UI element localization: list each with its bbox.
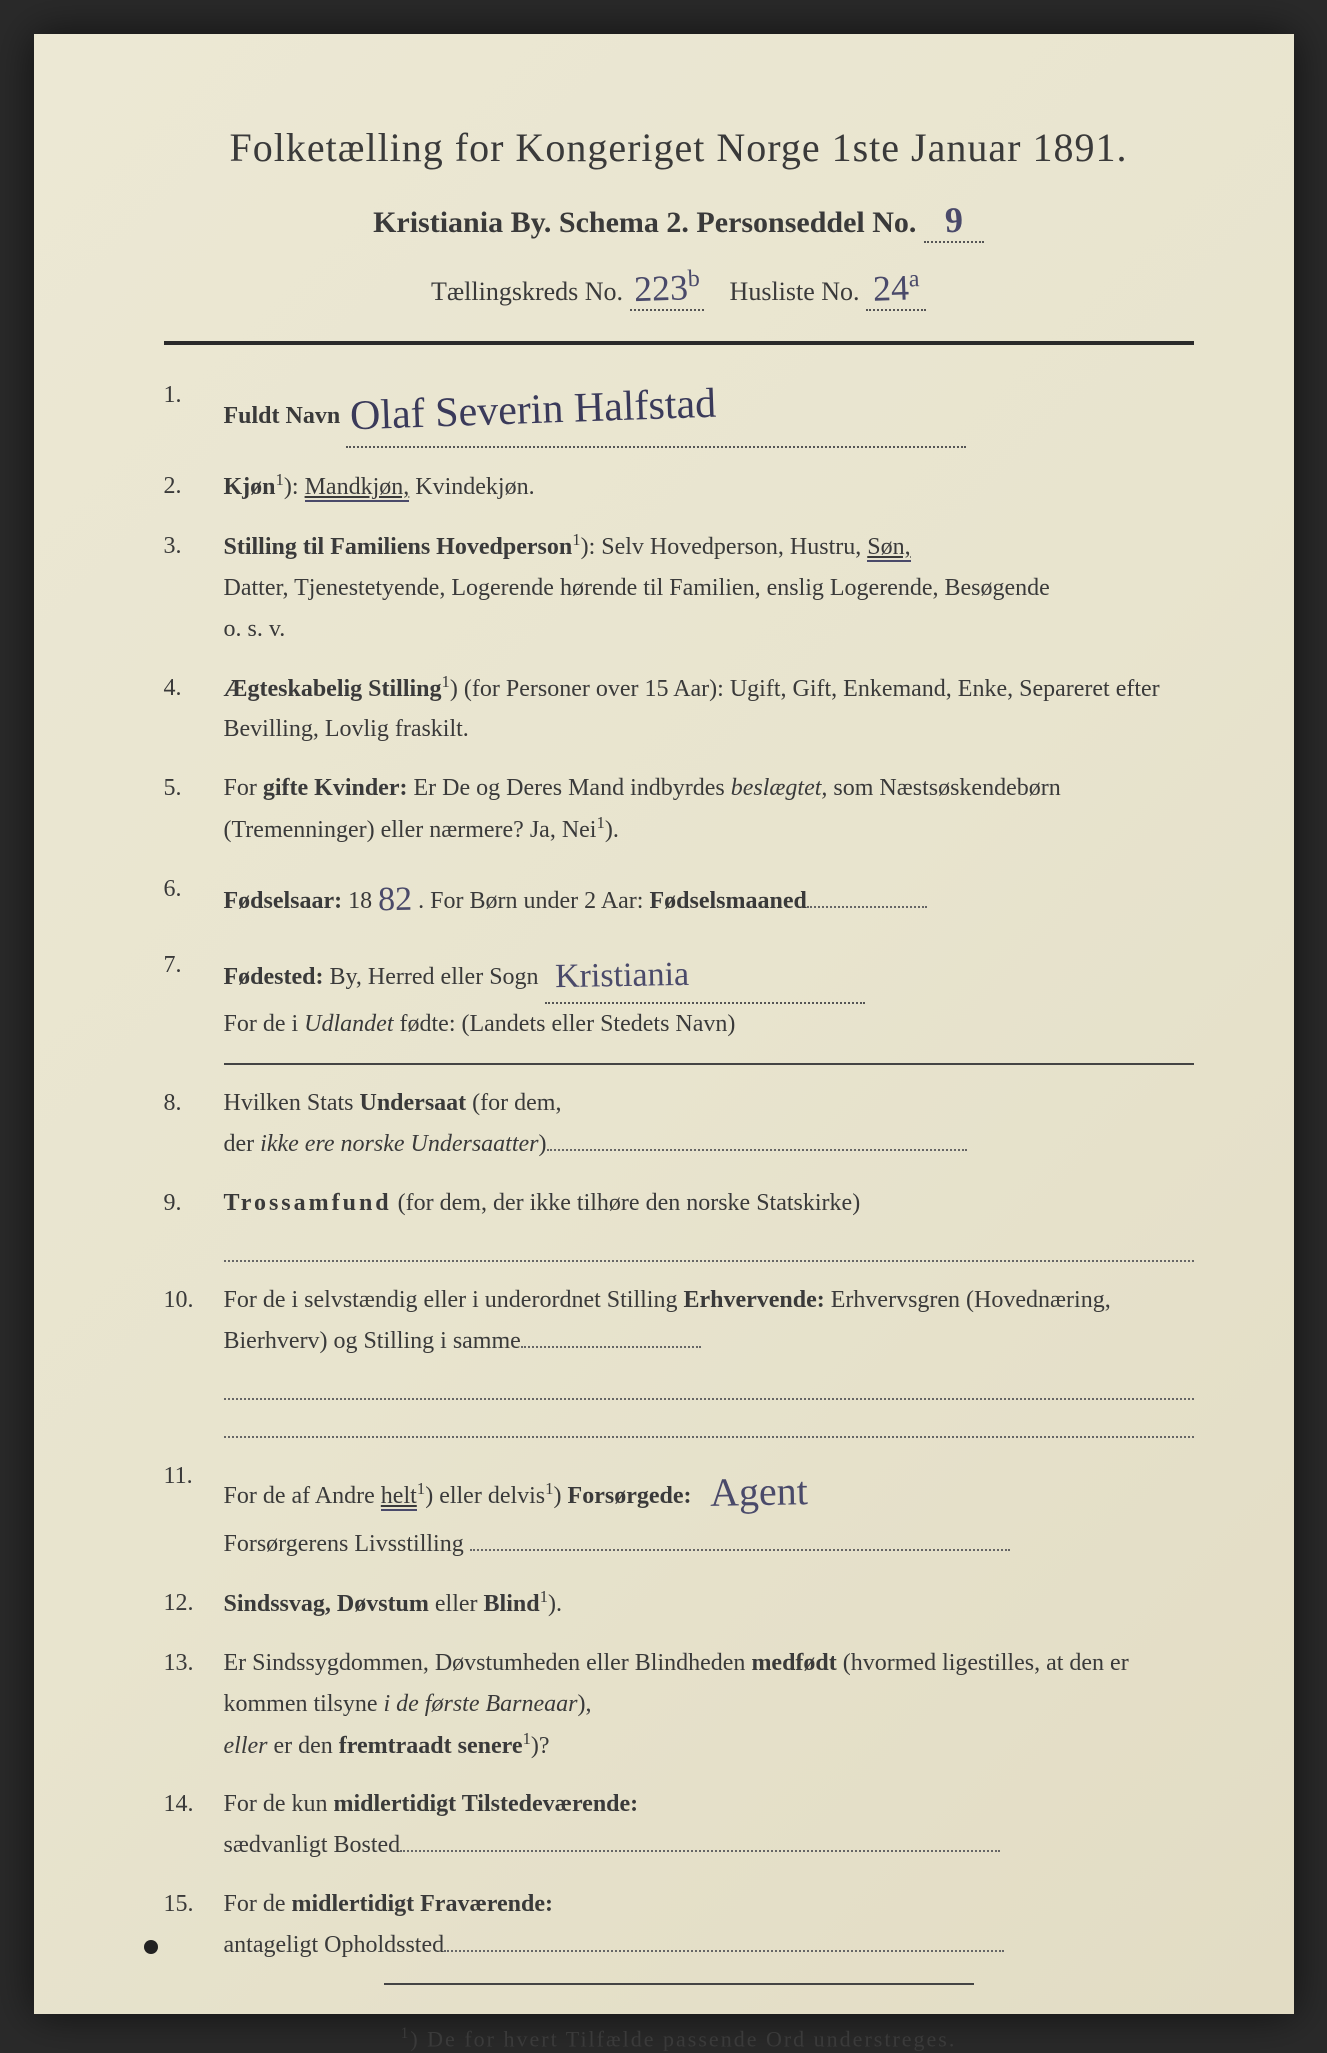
field-label: Kjøn — [224, 474, 276, 500]
entry-14: 14. For de kun midlertidigt Tilstedevære… — [164, 1784, 1194, 1866]
entry-num: 15. — [164, 1884, 224, 1966]
personseddel-no-field: 9 — [924, 199, 984, 243]
entry-13: 13. Er Sindssygdommen, Døvstumheden elle… — [164, 1643, 1194, 1766]
field-label: Undersaat — [360, 1090, 467, 1116]
entry-3: 3. Stilling til Familiens Hovedperson1):… — [164, 526, 1194, 649]
field-label: midlertidigt Tilstedeværende: — [334, 1791, 639, 1817]
entry-num: 14. — [164, 1784, 224, 1866]
entry-1: 1. Fuldt Navn Olaf Severin Halfstad — [164, 375, 1194, 448]
field-label: Fuldt Navn — [224, 403, 341, 429]
occupation-field-1 — [224, 1362, 1194, 1400]
entry-15: 15. For de midlertidigt Fraværende: anta… — [164, 1884, 1194, 1966]
entry-body: Fødested: By, Herred eller Sogn Kristian… — [224, 945, 1194, 1046]
entry-num: 8. — [164, 1083, 224, 1165]
entry-12: 12. Sindssvag, Døvstum eller Blind1). — [164, 1583, 1194, 1625]
sex-selected: Mandkjøn, — [305, 474, 410, 502]
husliste-label: Husliste No. — [730, 277, 860, 306]
birthplace-hw: Kristiania — [548, 945, 695, 1005]
header-rule — [164, 341, 1194, 345]
entry-num: 2. — [164, 466, 224, 508]
name-field: Olaf Severin Halfstad — [346, 375, 966, 448]
entry-num: 9. — [164, 1183, 224, 1262]
ink-blot-icon — [144, 1940, 158, 1954]
entry-body: For de kun midlertidigt Tilstedeværende:… — [224, 1784, 1194, 1866]
entry-num: 12. — [164, 1583, 224, 1625]
footnote-rule — [384, 1983, 974, 1985]
entry-9: 9. Trossamfund (for dem, der ikke tilhør… — [164, 1183, 1194, 1262]
title-sub: Kristiania By. Schema 2. Personseddel No… — [164, 199, 1194, 243]
field-label: Fødested: — [224, 964, 324, 990]
field-label: midlertidigt Fraværende: — [292, 1891, 554, 1917]
personseddel-label: Personseddel No. — [696, 206, 916, 239]
field-label: Forsørgede: — [568, 1483, 692, 1509]
entry-num: 13. — [164, 1643, 224, 1766]
entry-7: 7. Fødested: By, Herred eller Sogn Krist… — [164, 945, 1194, 1046]
entry-body: Er Sindssygdommen, Døvstumheden eller Bl… — [224, 1643, 1194, 1766]
title-line3: Tællingskreds No. 223b Husliste No. 24a — [164, 267, 1194, 311]
husliste-no-hw: 24a — [872, 266, 920, 310]
sex-other: Kvindekjøn. — [409, 474, 534, 500]
entry-num: 11. — [164, 1456, 224, 1565]
relation-selected: Søn, — [867, 534, 910, 562]
entry-10: 10. For de i selvstændig eller i underor… — [164, 1280, 1194, 1438]
entry-5: 5. For gifte Kvinder: Er De og Deres Man… — [164, 768, 1194, 851]
entry-num: 6. — [164, 869, 224, 927]
entry-body: Sindssvag, Døvstum eller Blind1). — [224, 1583, 1194, 1625]
census-form-page: Folketælling for Kongeriget Norge 1ste J… — [34, 34, 1294, 2014]
entry-num: 10. — [164, 1280, 224, 1438]
husliste-no-field: 24a — [866, 267, 926, 311]
field-label: Trossamfund — [224, 1190, 392, 1216]
entry-11: 11. For de af Andre helt1) eller delvis1… — [164, 1456, 1194, 1565]
religion-field — [224, 1224, 1194, 1262]
entry-8: 8. Hvilken Stats Undersaat (for dem, der… — [164, 1083, 1194, 1165]
entry-body: For de af Andre helt1) eller delvis1) Fo… — [224, 1456, 1194, 1565]
entry-2: 2. Kjøn1): Mandkjøn, Kvindekjøn. — [164, 466, 1194, 508]
form-header: Folketælling for Kongeriget Norge 1ste J… — [164, 124, 1194, 311]
usual-residence-field — [400, 1828, 1000, 1852]
provider-field — [470, 1527, 1010, 1551]
title-main: Folketælling for Kongeriget Norge 1ste J… — [164, 124, 1194, 171]
entry-num: 3. — [164, 526, 224, 649]
entry-num: 7. — [164, 945, 224, 1046]
provider-hw: Agent — [703, 1457, 814, 1527]
birthplace-field: Kristiania — [545, 945, 865, 1005]
entry-body: Kjøn1): Mandkjøn, Kvindekjøn. — [224, 466, 1194, 508]
citizenship-field — [547, 1127, 967, 1151]
personseddel-no-hw: 9 — [944, 199, 963, 242]
birthyear-hw: 82 — [372, 870, 419, 929]
birthmonth-field — [807, 884, 927, 908]
field-label: Fødselsaar: — [224, 888, 343, 914]
entry-num: 4. — [164, 668, 224, 751]
field-label: Stilling til Familiens Hovedperson — [224, 534, 573, 560]
whereabouts-field — [444, 1928, 1004, 1952]
entry-6: 6. Fødselsaar: 1882. For Børn under 2 Aa… — [164, 869, 1194, 927]
title-sub-prefix: Kristiania By. Schema 2. — [373, 206, 696, 239]
field-label: Ægteskabelig Stilling — [224, 676, 442, 702]
entry-body: Hvilken Stats Undersaat (for dem, der ik… — [224, 1083, 1194, 1165]
entry-body: Ægteskabelig Stilling1) (for Personer ov… — [224, 668, 1194, 751]
entry-body: Fuldt Navn Olaf Severin Halfstad — [224, 375, 1194, 448]
entry-num: 5. — [164, 768, 224, 851]
kreds-no-hw: 223b — [633, 266, 700, 310]
field-label: Erhvervende: — [683, 1287, 824, 1313]
entry-num: 1. — [164, 375, 224, 448]
entry-body: Fødselsaar: 1882. For Børn under 2 Aar: … — [224, 869, 1194, 927]
kreds-no-field: 223b — [630, 267, 704, 311]
occupation-field-2 — [224, 1400, 1194, 1438]
entry-body: For de midlertidigt Fraværende: antageli… — [224, 1884, 1194, 1966]
field-label: gifte Kvinder: — [263, 775, 408, 801]
entry-4: 4. Ægteskabelig Stilling1) (for Personer… — [164, 668, 1194, 751]
entry-body: For de i selvstændig eller i underordnet… — [224, 1280, 1194, 1438]
name-hw: Olaf Severin Halfstad — [349, 369, 717, 453]
section-rule-1 — [224, 1063, 1194, 1065]
entry-body: Trossamfund (for dem, der ikke tilhøre d… — [224, 1183, 1194, 1262]
footnote: 1) De for hvert Tilfælde passende Ord un… — [164, 2025, 1194, 2052]
entry-body: Stilling til Familiens Hovedperson1): Se… — [224, 526, 1194, 649]
entry-body: For gifte Kvinder: Er De og Deres Mand i… — [224, 768, 1194, 851]
kreds-label: Tællingskreds No. — [431, 277, 623, 306]
field-label: Sindssvag, Døvstum — [224, 1591, 429, 1617]
